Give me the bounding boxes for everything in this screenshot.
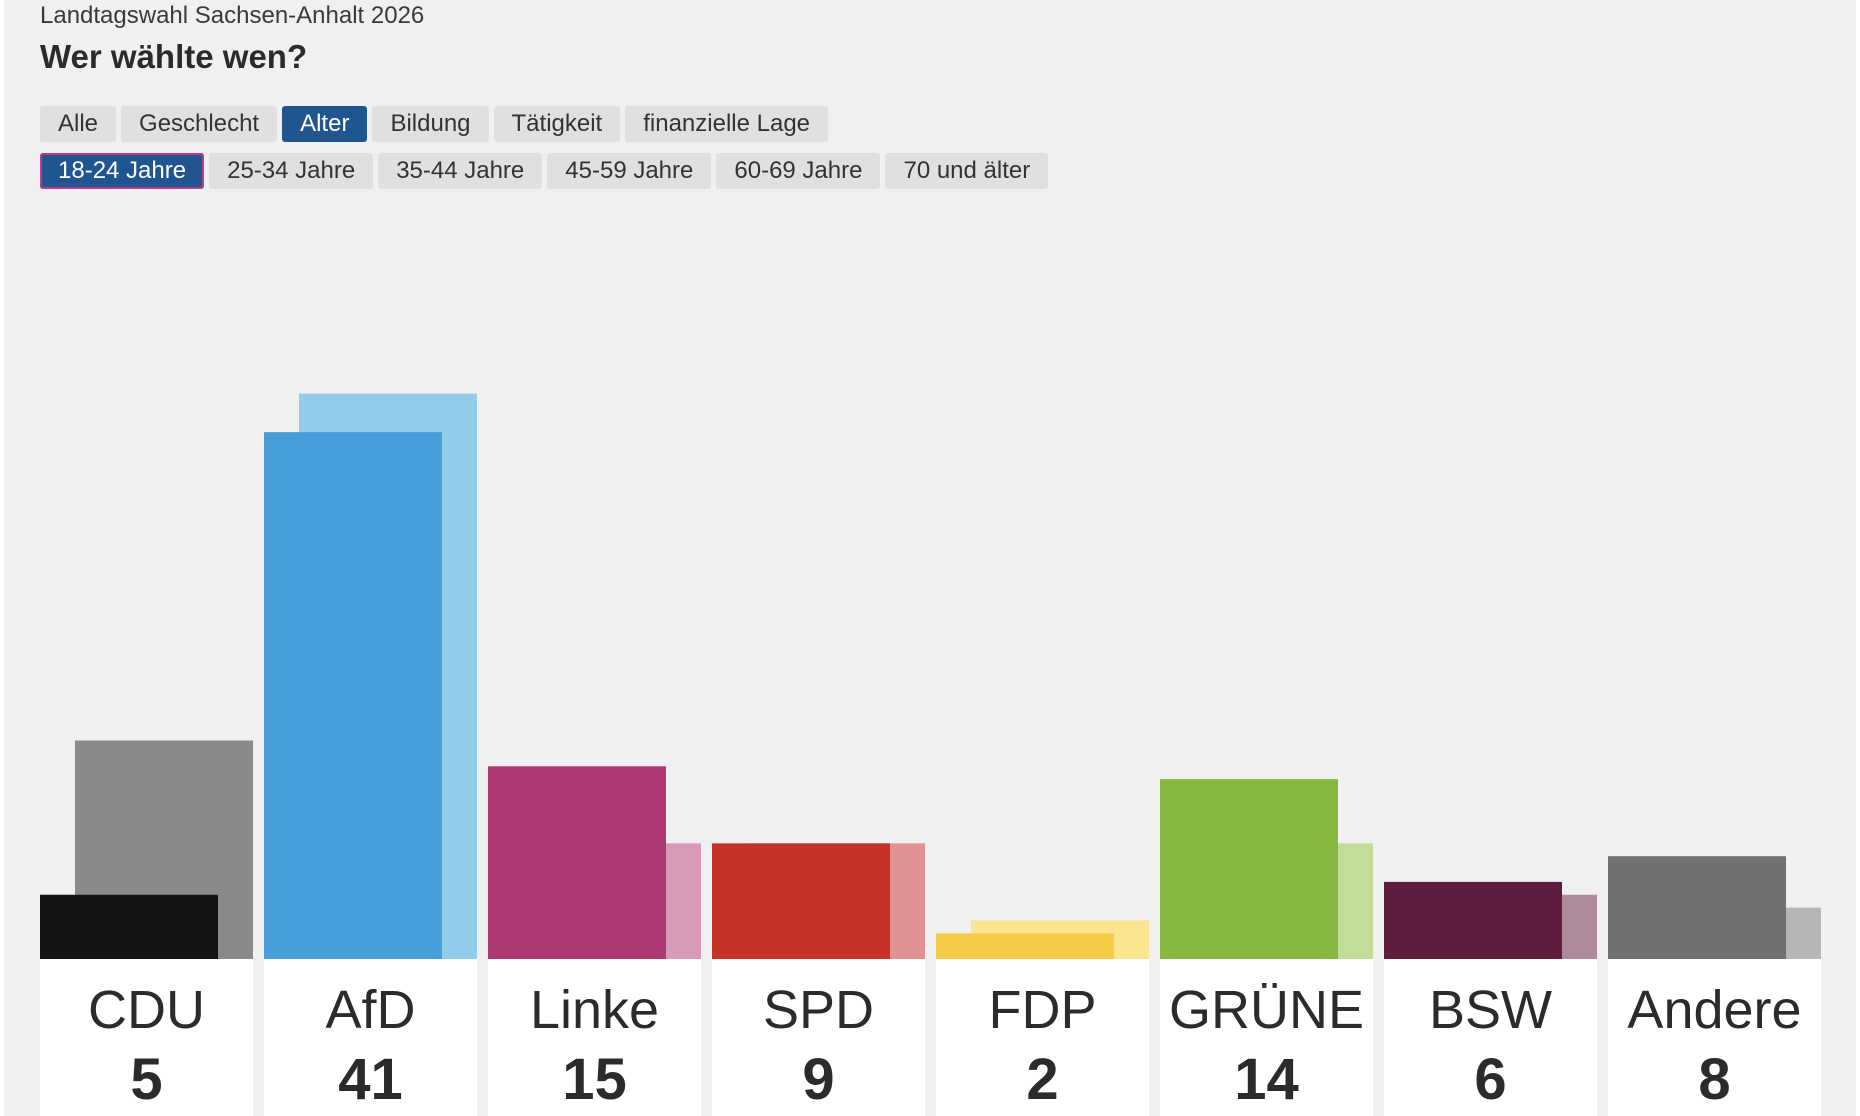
bar-cdu: [40, 894, 218, 959]
value-label-andere: 8: [1698, 1047, 1730, 1112]
chart-card: Landtagswahl Sachsen-Anhalt 2026 Wer wäh…: [4, 0, 1856, 1116]
party-label-linke: Linke: [530, 980, 659, 1040]
bar-bsw: [1384, 881, 1562, 959]
party-label-bsw: BSW: [1429, 980, 1552, 1040]
bar-spd: [712, 843, 890, 959]
party-label-spd: SPD: [763, 980, 874, 1040]
subtab-25-34[interactable]: 25-34 Jahre: [209, 153, 374, 189]
bar-linke: [488, 766, 666, 959]
value-label-spd: 9: [802, 1047, 834, 1112]
category-tabs: Alle Geschlecht Alter Bildung Tätigkeit …: [40, 106, 829, 142]
tab-alle[interactable]: Alle: [40, 106, 117, 142]
value-label-cdu: 5: [130, 1047, 162, 1112]
tab-geschlecht[interactable]: Geschlecht: [121, 106, 278, 142]
party-label-gruene: GRÜNE: [1169, 980, 1364, 1040]
subtab-35-44[interactable]: 35-44 Jahre: [378, 153, 543, 189]
bar-andere: [1608, 856, 1786, 959]
label-box-spd: [712, 959, 925, 1116]
chart-title: Wer wählte wen?: [40, 38, 308, 75]
tab-bildung[interactable]: Bildung: [372, 106, 489, 142]
value-label-bsw: 6: [1474, 1047, 1506, 1112]
party-label-andere: Andere: [1627, 980, 1801, 1040]
value-label-gruene: 14: [1234, 1047, 1299, 1112]
bar-afd: [264, 432, 442, 959]
value-label-fdp: 2: [1026, 1047, 1058, 1112]
label-box-bsw: [1384, 959, 1597, 1116]
label-box-linke: [488, 959, 701, 1116]
label-box-gruene: [1160, 959, 1373, 1116]
label-box-andere: [1608, 959, 1821, 1116]
bar-chart: CDU 5 AfD 41 Linke 15 SPD 9 FDP 2 GRÜNE 14 BSW 6 Ander…: [40, 393, 1821, 1116]
chart-kicker: Landtagswahl Sachsen-Anhalt 2026: [40, 2, 425, 29]
subtab-45-59[interactable]: 45-59 Jahre: [547, 153, 712, 189]
subtab-70-plus[interactable]: 70 und älter: [885, 153, 1049, 189]
label-box-fdp: [936, 959, 1149, 1116]
bar-gruene: [1160, 779, 1338, 959]
value-label-linke: 15: [562, 1047, 627, 1112]
party-label-afd: AfD: [325, 980, 415, 1040]
tab-taetigkeit[interactable]: Tätigkeit: [493, 106, 621, 142]
subtab-60-69[interactable]: 60-69 Jahre: [716, 153, 881, 189]
label-box-cdu: [40, 959, 253, 1116]
tab-finanzielle-lage[interactable]: finanzielle Lage: [625, 106, 829, 142]
party-label-fdp: FDP: [989, 980, 1097, 1040]
bar-fdp: [936, 933, 1114, 959]
age-group-tabs: 18-24 Jahre 25-34 Jahre 35-44 Jahre 45-5…: [40, 153, 1049, 189]
tab-alter[interactable]: Alter: [282, 106, 368, 142]
subtab-18-24[interactable]: 18-24 Jahre: [40, 153, 205, 189]
label-box-afd: [264, 959, 477, 1116]
value-label-afd: 41: [338, 1047, 403, 1112]
party-label-cdu: CDU: [88, 980, 205, 1040]
